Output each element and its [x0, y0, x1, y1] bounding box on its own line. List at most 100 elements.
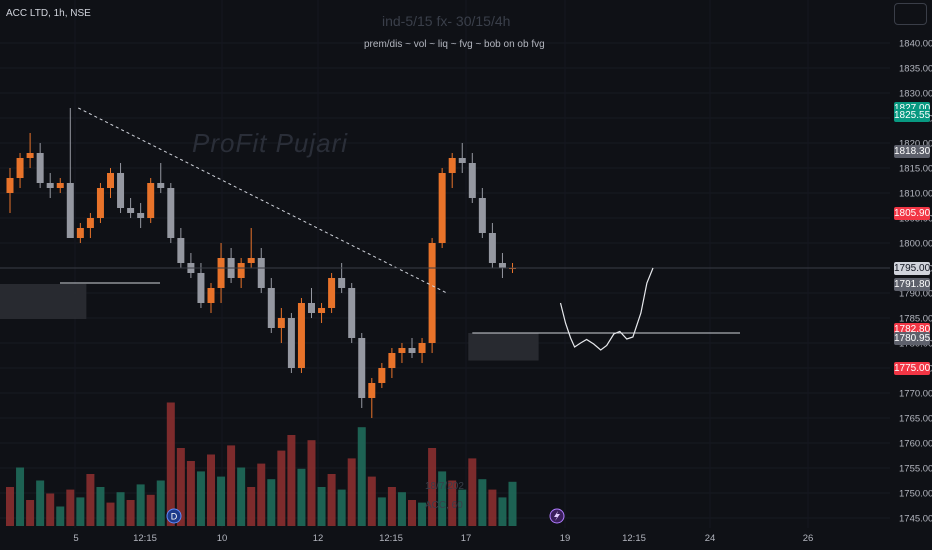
candle-body: [287, 318, 295, 368]
price-badge: 1825.55: [894, 108, 931, 122]
x-tick-label: 12:15: [622, 533, 646, 544]
x-tick-label: 12:15: [133, 533, 157, 544]
y-tick-label: 1835.00: [899, 64, 932, 75]
order-block-zone: [0, 284, 87, 319]
volume-bar: [267, 479, 276, 526]
candlesticks: [6, 108, 516, 418]
candle-body: [157, 183, 165, 188]
candle-body: [167, 188, 175, 238]
volume-bar: [227, 445, 236, 526]
settings-button[interactable]: [894, 3, 927, 25]
x-tick-label: 17: [461, 533, 472, 544]
x-tick-label: 5: [73, 533, 78, 544]
candle-body: [207, 288, 215, 303]
y-tick-label: 1810.00: [899, 189, 932, 200]
volume-bar: [56, 506, 65, 526]
volume-bar: [488, 489, 497, 526]
price-badge: 1818.30: [894, 145, 931, 158]
volume-bar: [126, 500, 135, 526]
volume-bar: [327, 474, 336, 526]
y-tick-label: 1800.00: [899, 239, 932, 250]
volume-bar: [397, 492, 406, 526]
indicator-title: ind-5/15 fx- 30/15/4h: [382, 13, 511, 29]
dashed-trendline: [78, 107, 447, 294]
candle-body: [247, 258, 255, 263]
volume-bar: [16, 467, 25, 526]
volume-bar: [46, 493, 55, 526]
candle-body: [197, 273, 205, 303]
volume-bar: [357, 427, 366, 526]
y-tick-label: 1815.00: [899, 164, 932, 175]
candle-body: [388, 353, 396, 368]
volume-bars: [6, 402, 517, 526]
volume-bar: [257, 463, 266, 526]
volume-bar: [287, 435, 296, 526]
volume-bar: [76, 497, 85, 526]
volume-bar: [186, 461, 195, 526]
candle-body: [86, 218, 94, 228]
volume-bar: [237, 467, 246, 526]
volume-bar: [458, 489, 467, 526]
candle-body: [177, 238, 185, 263]
candle-body: [408, 348, 416, 353]
candle-body: [96, 188, 104, 218]
candle-body: [76, 228, 84, 238]
x-tick-label: 12:15: [379, 533, 403, 544]
volume-bar: [307, 440, 316, 526]
price-badge: 1805.90: [894, 207, 931, 220]
candle-body: [478, 198, 486, 233]
volume-bar: [317, 487, 326, 526]
candle-body: [46, 183, 54, 188]
candle-body: [26, 153, 34, 158]
price-badge: 1791.80: [894, 277, 931, 291]
volume-bar: [438, 471, 447, 526]
volume-bar: [408, 500, 416, 526]
candle-body: [257, 258, 265, 288]
time-axis[interactable]: 5 12:15 10 12 12:15 17 19 12:15 24 26: [73, 533, 813, 544]
y-tick-label: 1745.00: [899, 514, 932, 525]
order-block-zones: [0, 282, 740, 361]
y-tick-label: 1750.00: [899, 489, 932, 500]
projected-path: [559, 267, 654, 351]
volume-bar: [146, 494, 155, 526]
x-tick-label: 12: [313, 533, 324, 544]
candle-body: [318, 308, 326, 313]
price-grid: [0, 42, 890, 519]
x-tick-label: 26: [803, 533, 814, 544]
candle-body: [398, 348, 406, 353]
candle-body: [117, 173, 125, 208]
volume-bar: [116, 492, 125, 526]
lightning-icon-bolt: [554, 511, 560, 521]
volume-bar: [136, 484, 145, 526]
author-watermark: ProFit Pujari: [192, 128, 349, 158]
volume-bar: [367, 476, 376, 526]
y-tick-label: 1820.00: [899, 139, 932, 150]
y-tick-label: 1755.00: [899, 464, 932, 475]
candle-body: [137, 213, 145, 218]
volume-bar: [156, 480, 165, 526]
candle-body: [277, 318, 285, 328]
y-tick-label: 1830.00: [899, 89, 932, 100]
volume-bar: [337, 489, 346, 526]
candle-body: [368, 383, 376, 398]
volume-bar: [508, 481, 517, 526]
order-block-zone: [468, 333, 539, 361]
drawing-overlays: D: [0, 107, 890, 524]
lightning-icon: [549, 508, 565, 524]
volume-bar: [448, 480, 457, 526]
candle-body: [66, 183, 74, 238]
candle-body: [378, 368, 386, 383]
candle-body: [328, 278, 336, 308]
symbol-watermark: ACC, 60: [425, 500, 463, 511]
candle-body: [458, 158, 466, 163]
price-badge: 1795.00: [894, 261, 931, 275]
candle-body: [127, 208, 135, 213]
volume-bar: [277, 450, 286, 526]
symbol-title[interactable]: ACC LTD, 1h, NSE: [6, 8, 91, 19]
volume-bar: [6, 487, 14, 526]
x-tick-label: 19: [560, 533, 571, 544]
y-tick-label: 1770.00: [899, 389, 932, 400]
candle-body: [488, 233, 496, 263]
candle-body: [418, 343, 426, 353]
